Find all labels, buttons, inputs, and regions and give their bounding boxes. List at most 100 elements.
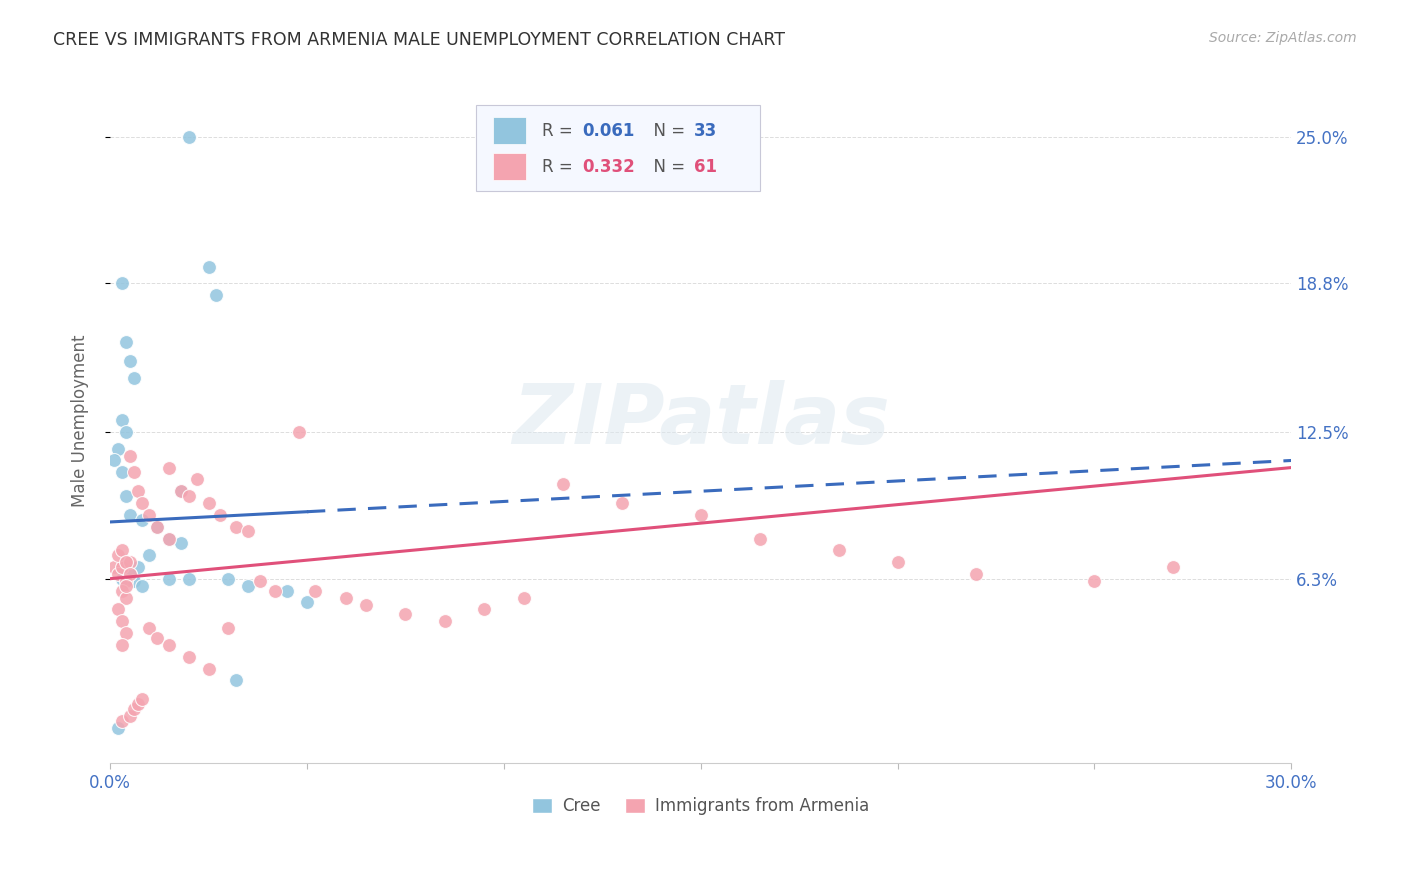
Point	[111, 276, 134, 290]
Point	[114, 335, 136, 350]
Point	[122, 370, 145, 384]
Point	[1161, 560, 1184, 574]
Point	[111, 543, 134, 558]
Point	[107, 566, 129, 581]
Point	[217, 572, 239, 586]
Point	[103, 453, 125, 467]
Point	[157, 572, 180, 586]
Point	[114, 425, 136, 439]
Point	[748, 532, 770, 546]
Point	[1083, 574, 1105, 588]
Point	[827, 543, 849, 558]
Text: 0.061: 0.061	[582, 121, 636, 139]
Point	[157, 638, 180, 652]
Point	[157, 460, 180, 475]
Point	[886, 555, 908, 569]
Point	[131, 496, 153, 510]
Point	[114, 489, 136, 503]
Point	[433, 614, 456, 628]
Point	[354, 598, 377, 612]
Point	[122, 465, 145, 479]
Text: CREE VS IMMIGRANTS FROM ARMENIA MALE UNEMPLOYMENT CORRELATION CHART: CREE VS IMMIGRANTS FROM ARMENIA MALE UNE…	[53, 31, 786, 49]
Point	[118, 555, 141, 569]
Point	[236, 579, 259, 593]
Point	[111, 638, 134, 652]
Point	[114, 626, 136, 640]
Point	[170, 484, 193, 499]
Point	[111, 560, 134, 574]
Text: R =: R =	[543, 121, 578, 139]
Point	[170, 484, 193, 499]
Point	[304, 583, 326, 598]
FancyBboxPatch shape	[477, 105, 759, 191]
Point	[118, 449, 141, 463]
Point	[512, 591, 534, 605]
Point	[186, 472, 208, 486]
Point	[177, 129, 200, 144]
Point	[122, 702, 145, 716]
Point	[107, 721, 129, 735]
Point	[551, 477, 574, 491]
Text: 33: 33	[693, 121, 717, 139]
Point	[146, 519, 169, 533]
Point	[965, 566, 987, 581]
Point	[122, 574, 145, 588]
Point	[205, 288, 228, 302]
Point	[177, 489, 200, 503]
Point	[472, 602, 495, 616]
Point	[146, 631, 169, 645]
Point	[107, 442, 129, 456]
Legend: Cree, Immigrants from Armenia: Cree, Immigrants from Armenia	[523, 789, 877, 823]
Point	[111, 465, 134, 479]
Point	[335, 591, 357, 605]
FancyBboxPatch shape	[492, 117, 526, 145]
Point	[197, 260, 219, 274]
Point	[127, 697, 149, 711]
Point	[111, 572, 134, 586]
Point	[138, 508, 160, 522]
Text: 61: 61	[693, 158, 717, 176]
Point	[225, 673, 247, 688]
Text: Source: ZipAtlas.com: Source: ZipAtlas.com	[1209, 31, 1357, 45]
Point	[610, 496, 633, 510]
Point	[209, 508, 232, 522]
Point	[170, 536, 193, 550]
Point	[157, 532, 180, 546]
Point	[197, 496, 219, 510]
Point	[114, 574, 136, 588]
Point	[177, 572, 200, 586]
Point	[177, 649, 200, 664]
Point	[225, 519, 247, 533]
Point	[131, 692, 153, 706]
Point	[111, 614, 134, 628]
Point	[138, 621, 160, 635]
Point	[127, 484, 149, 499]
Point	[114, 591, 136, 605]
Point	[111, 413, 134, 427]
Point	[114, 579, 136, 593]
Point	[107, 548, 129, 562]
Point	[114, 555, 136, 569]
Text: N =: N =	[643, 121, 690, 139]
Point	[197, 661, 219, 675]
Text: ZIPatlas: ZIPatlas	[512, 380, 890, 461]
Point	[107, 602, 129, 616]
Point	[111, 714, 134, 728]
Point	[118, 709, 141, 723]
Point	[264, 583, 287, 598]
Point	[249, 574, 271, 588]
Point	[146, 519, 169, 533]
Point	[157, 532, 180, 546]
Point	[131, 579, 153, 593]
Point	[295, 595, 318, 609]
Point	[118, 354, 141, 368]
Point	[118, 566, 141, 581]
Point	[689, 508, 711, 522]
Point	[118, 566, 141, 581]
Point	[236, 524, 259, 539]
Point	[111, 583, 134, 598]
Point	[394, 607, 416, 622]
Point	[103, 560, 125, 574]
Point	[217, 621, 239, 635]
Point	[118, 508, 141, 522]
